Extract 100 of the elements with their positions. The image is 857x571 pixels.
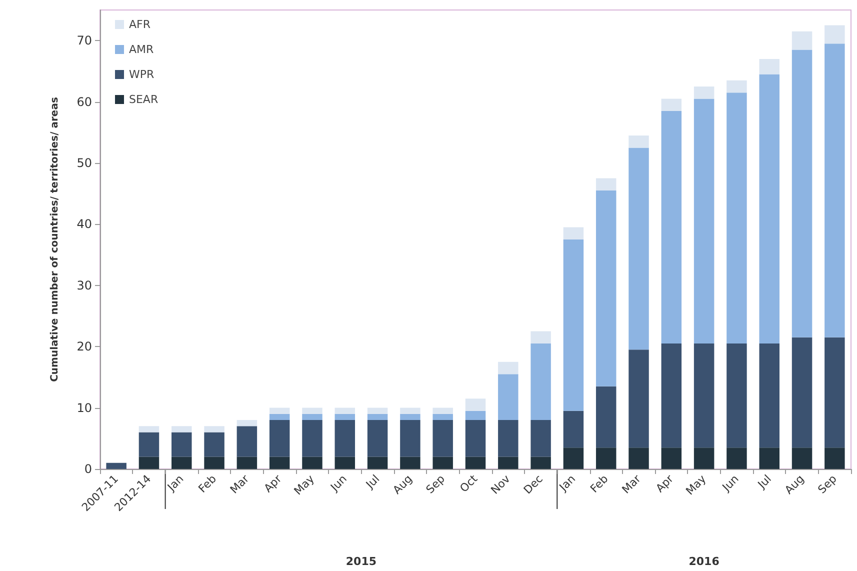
bar <box>334 420 356 457</box>
bar <box>138 456 160 469</box>
bar <box>563 410 584 448</box>
x-tick-label: Aug <box>390 472 415 497</box>
legend-label: WPR <box>129 68 155 81</box>
bar <box>596 178 616 191</box>
bar <box>432 456 453 469</box>
bar <box>236 456 258 469</box>
bar <box>628 448 649 469</box>
bar <box>400 456 420 469</box>
bar <box>530 420 551 457</box>
x-tick-label: Sep <box>424 472 448 496</box>
bar <box>563 227 584 240</box>
bar <box>628 135 649 148</box>
bar <box>792 50 812 338</box>
bar <box>204 426 224 432</box>
bar <box>498 362 518 374</box>
x-tick-label: Mar <box>228 472 252 496</box>
bar <box>400 420 420 457</box>
bar <box>563 448 584 469</box>
bar <box>204 432 224 457</box>
bar <box>792 448 812 469</box>
bar <box>334 414 356 420</box>
bar <box>563 240 584 411</box>
bar <box>465 456 486 469</box>
bar <box>432 414 453 420</box>
bar <box>269 414 290 420</box>
x-tick-label: Apr <box>653 472 676 496</box>
x-tick-label: Jun <box>327 472 350 494</box>
legend-label: AMR <box>129 43 154 56</box>
bar <box>269 420 290 457</box>
bar <box>661 110 682 344</box>
bar <box>824 337 845 448</box>
bar <box>400 408 420 414</box>
bar <box>759 58 780 74</box>
bar <box>138 426 160 432</box>
bar <box>694 448 714 469</box>
bar <box>106 462 126 469</box>
bar <box>694 86 714 99</box>
x-tick-label: Jul <box>754 472 774 492</box>
bar <box>530 344 551 420</box>
bar <box>172 426 192 432</box>
bar <box>792 31 812 50</box>
bar <box>628 350 649 448</box>
x-tick-label: Oct <box>457 472 481 496</box>
x-tick-label: Jan <box>556 472 578 494</box>
bar <box>824 44 845 338</box>
bar <box>530 331 551 344</box>
y-tick-label: 30 <box>76 278 92 292</box>
y-tick-label: 0 <box>84 462 92 476</box>
x-tick-label: Feb <box>196 472 219 496</box>
x-tick-label: Dec <box>521 472 546 497</box>
bar <box>596 448 616 469</box>
x-tick-label: Aug <box>782 472 807 497</box>
bar <box>792 337 812 448</box>
bar <box>465 410 486 420</box>
bar <box>236 426 258 457</box>
x-tick-label: Sep <box>815 472 840 496</box>
y-tick-label: 10 <box>76 400 92 415</box>
x-tick-label: Feb <box>588 472 611 496</box>
bar <box>367 408 388 414</box>
bar <box>661 448 682 469</box>
text: 2015 <box>346 555 377 568</box>
bar <box>661 98 682 111</box>
y-tick-label: 40 <box>76 217 92 232</box>
y-tick-label: 20 <box>76 340 92 354</box>
bar <box>334 456 356 469</box>
bar <box>367 456 388 469</box>
bar <box>498 420 518 457</box>
bar <box>498 374 518 420</box>
bar <box>432 420 453 457</box>
y-tick-label: 70 <box>76 34 92 48</box>
bar <box>367 420 388 457</box>
bar <box>824 448 845 469</box>
bar <box>465 398 486 411</box>
bar <box>628 148 649 350</box>
bar <box>302 408 322 414</box>
bar <box>236 420 258 426</box>
bar <box>694 98 714 344</box>
bar <box>204 456 224 469</box>
bar <box>432 408 453 414</box>
bar <box>302 420 322 457</box>
bar <box>596 190 616 386</box>
legend-label: AFR <box>129 18 151 31</box>
bar <box>367 414 388 420</box>
bar <box>138 432 160 457</box>
bar <box>302 414 322 420</box>
legend-label: SEAR <box>129 93 158 106</box>
text: 2016 <box>688 555 720 568</box>
bar <box>172 432 192 457</box>
bar <box>726 92 747 344</box>
bar <box>726 80 747 93</box>
bar <box>269 408 290 414</box>
bar <box>465 420 486 457</box>
x-tick-label: Mar <box>620 472 644 496</box>
bar <box>530 456 551 469</box>
bar <box>596 386 616 448</box>
bar <box>759 344 780 448</box>
bar <box>269 456 290 469</box>
bar <box>302 456 322 469</box>
